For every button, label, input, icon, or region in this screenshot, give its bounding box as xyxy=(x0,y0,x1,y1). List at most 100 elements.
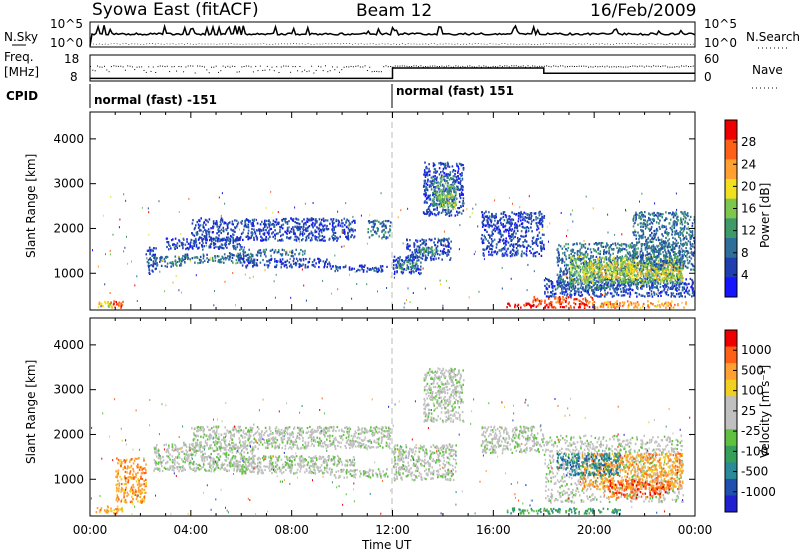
power-cell xyxy=(263,221,266,224)
power-cell xyxy=(622,257,624,260)
power-cell xyxy=(205,229,207,232)
power-cell xyxy=(461,188,464,191)
power-cell xyxy=(306,235,309,238)
power-cell xyxy=(600,280,603,283)
power-cell xyxy=(669,269,671,272)
power-cell xyxy=(680,294,682,297)
power-cell xyxy=(282,262,285,265)
power-cell xyxy=(439,239,441,242)
power-cell xyxy=(441,190,444,193)
power-cell xyxy=(670,306,673,309)
power-cell xyxy=(269,223,271,226)
nave-dot xyxy=(557,66,559,68)
power-cell xyxy=(456,213,459,216)
power-cell xyxy=(454,196,456,199)
power-cell xyxy=(650,290,653,293)
nave-dot xyxy=(425,66,427,68)
power-cell xyxy=(668,274,670,277)
power-cell xyxy=(286,266,288,269)
power-cell xyxy=(586,278,588,281)
power-cell xyxy=(439,184,442,187)
power-cell xyxy=(563,306,566,309)
power-cell xyxy=(307,236,310,239)
power-cell xyxy=(544,301,546,304)
power-cell xyxy=(557,251,560,254)
power-cell xyxy=(185,255,187,258)
power-cell xyxy=(435,179,438,182)
power-cell xyxy=(672,242,675,245)
power-cell xyxy=(584,261,586,264)
power-cell xyxy=(670,255,672,258)
power-cell xyxy=(429,170,431,173)
nave-dot xyxy=(201,65,203,67)
power-cell xyxy=(381,268,383,271)
power-cell xyxy=(333,237,335,240)
power-cell xyxy=(192,242,195,245)
power-cell xyxy=(556,287,559,290)
power-cell xyxy=(435,246,438,250)
power-cell xyxy=(617,250,620,253)
power-cell xyxy=(227,232,229,235)
power-cell xyxy=(536,298,538,301)
power-cell xyxy=(646,247,649,250)
power-cell xyxy=(369,267,371,271)
power-cell xyxy=(627,306,630,309)
noise-search-label: N.Search xyxy=(746,30,800,44)
power-cell xyxy=(270,227,273,230)
power-cell xyxy=(602,266,604,269)
power-cell xyxy=(348,224,350,227)
power-cell xyxy=(446,212,448,215)
power-cell xyxy=(557,276,560,279)
power-cell xyxy=(600,294,603,297)
power-cell xyxy=(269,221,271,224)
power-cell xyxy=(568,282,570,285)
power-cell xyxy=(282,233,284,236)
power-cell xyxy=(152,253,154,256)
power-cell xyxy=(206,219,208,222)
power-cell xyxy=(337,266,340,269)
power-cell xyxy=(590,295,592,298)
power-cell xyxy=(241,219,243,223)
power-cell xyxy=(412,270,414,273)
power-cell xyxy=(436,170,439,173)
power-cell xyxy=(242,238,244,241)
power-cell xyxy=(689,260,691,263)
power-cell xyxy=(332,239,335,242)
power-cell xyxy=(238,237,241,240)
power-cell xyxy=(286,222,289,225)
power-cell xyxy=(227,226,229,229)
power-cell xyxy=(299,227,301,231)
nave-dot xyxy=(678,66,680,68)
power-cell xyxy=(569,281,572,284)
power-cell xyxy=(688,293,691,296)
power-cell xyxy=(556,256,558,259)
power-cell xyxy=(562,301,564,304)
power-cell xyxy=(252,221,254,224)
power-cell xyxy=(401,272,404,275)
power-cell xyxy=(399,255,401,259)
power-cell xyxy=(662,269,664,272)
power-cell xyxy=(154,257,157,261)
power-cell xyxy=(612,264,615,267)
power-cell xyxy=(382,229,384,232)
power-cell xyxy=(430,176,433,179)
power-cell xyxy=(636,265,639,268)
power-cell xyxy=(525,303,528,307)
power-cell xyxy=(274,221,276,224)
power-cell xyxy=(658,304,661,307)
power-cell xyxy=(339,267,341,270)
power-cell xyxy=(580,251,583,255)
power-cell xyxy=(423,247,425,250)
power-cell xyxy=(442,175,444,178)
power-cell xyxy=(243,251,245,255)
power-cell xyxy=(219,220,222,223)
power-cell xyxy=(294,235,296,238)
power-cell xyxy=(461,185,464,188)
power-cell xyxy=(613,303,616,306)
power-cell xyxy=(433,198,435,201)
nave-dot xyxy=(357,65,359,67)
power-cell xyxy=(614,281,617,284)
power-cell xyxy=(609,260,612,263)
power-cell xyxy=(297,227,299,230)
power-cell xyxy=(450,240,452,243)
